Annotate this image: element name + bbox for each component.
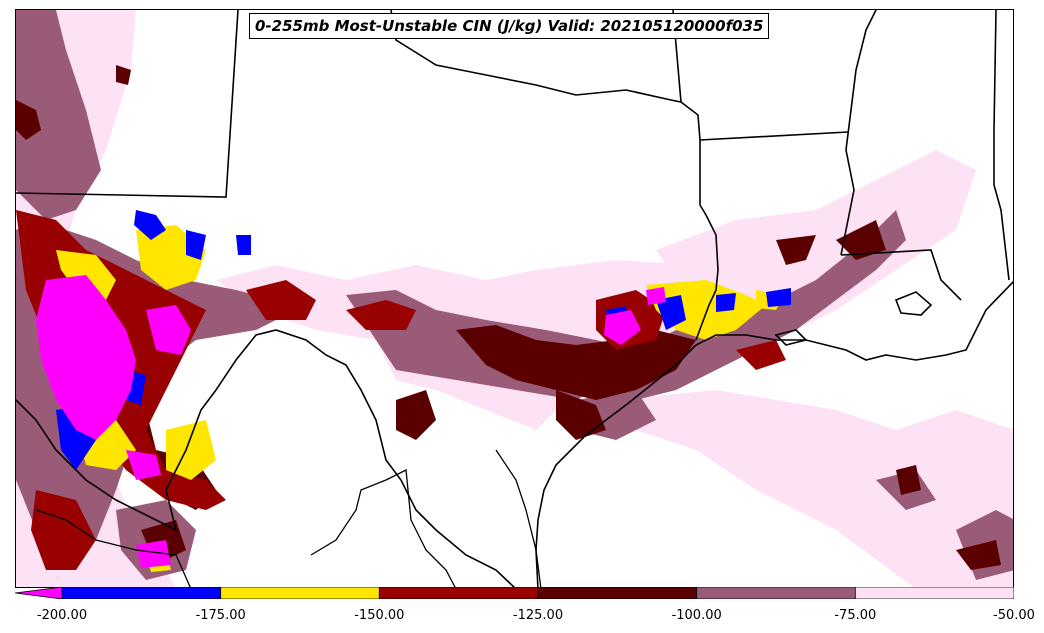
- colorbar-bin: [61, 587, 222, 599]
- state-borders: [16, 10, 1010, 341]
- colorbar-tick-label: -150.00: [354, 608, 405, 623]
- colorbar-bin: [854, 587, 1014, 599]
- colorbar-tick-label: -200.00: [36, 608, 88, 623]
- colorbar-bin: [537, 587, 698, 599]
- us-mexico-border: [16, 329, 516, 587]
- colorbar-bin: [378, 587, 539, 599]
- colorbar-under-triangle: [15, 587, 63, 599]
- colorbar-tick-label: -75.00: [834, 608, 877, 623]
- map-title: 0-255mb Most-Unstable CIN (J/kg) Valid: …: [249, 13, 770, 39]
- colorbar-bin: [220, 587, 380, 599]
- colorbar-tick-label: -175.00: [195, 608, 246, 623]
- gulf-coastline: [535, 280, 1013, 587]
- cin-field-map: [16, 10, 1013, 587]
- map-panel: [15, 9, 1014, 588]
- colorbar-tick-label: -50.00: [993, 608, 1035, 623]
- colorbar: [15, 587, 1014, 599]
- colorbar-bin: [696, 587, 856, 599]
- mexico-state-borders: [35, 449, 542, 587]
- colorbar-tick-label: -125.00: [512, 608, 564, 623]
- colorbar-tick-label: -100.00: [671, 608, 722, 623]
- cin-shade-magenta: [36, 275, 666, 568]
